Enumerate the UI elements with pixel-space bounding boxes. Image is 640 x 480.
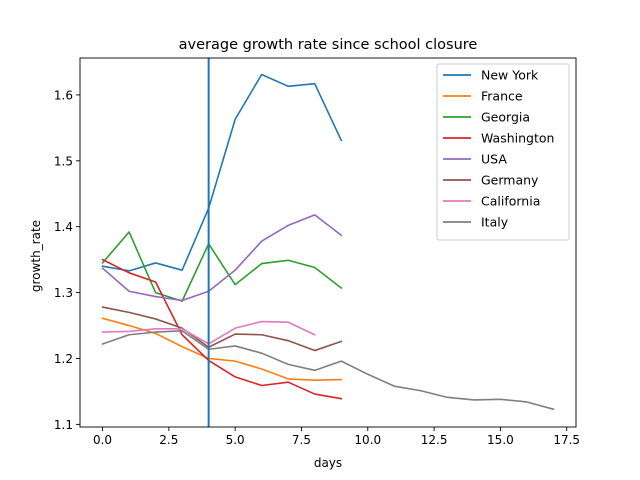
x-tick-label: 7.5 [292, 433, 311, 447]
series-line-2 [101, 231, 343, 302]
legend-label: New York [481, 68, 539, 83]
y-axis-label: growth_rate [29, 220, 43, 292]
axes-frame [79, 57, 577, 428]
legend-label: Georgia [481, 110, 530, 125]
y-tick-label: 1.2 [54, 352, 73, 366]
y-tick-label: 1.6 [54, 88, 73, 102]
x-tick-label: 12.5 [421, 433, 448, 447]
x-axis: 0.0 2.5 5.0 7.5 10.0 12.5 15.0 17.5 [93, 427, 580, 447]
legend-label: Washington [481, 131, 554, 146]
legend-box [436, 63, 570, 241]
legend-label: Italy [481, 215, 509, 230]
chart-title: average growth rate since school closure [179, 37, 478, 53]
y-tick-label: 1.5 [54, 154, 73, 168]
series-line-3 [101, 258, 343, 400]
legend-label: France [481, 89, 523, 104]
series-line-7 [101, 329, 555, 411]
x-axis-label: days [314, 456, 342, 470]
y-axis: 1.1 1.2 1.3 1.4 1.5 1.6 [54, 88, 80, 432]
legend: New York France Georgia Washington USA German… [436, 63, 570, 241]
series-line-4 [101, 214, 343, 302]
x-tick-label: 15.0 [487, 433, 514, 447]
series-line-0 [101, 73, 343, 272]
x-tick-label: 5.0 [226, 433, 245, 447]
legend-label: California [481, 194, 540, 209]
plot-area [79, 57, 577, 428]
x-tick-label: 0.0 [93, 433, 112, 447]
y-tick-label: 1.4 [54, 220, 73, 234]
x-tick-label: 10.0 [354, 433, 381, 447]
series-line-5 [101, 306, 343, 352]
x-tick-label: 2.5 [159, 433, 178, 447]
y-tick-label: 1.1 [54, 418, 73, 432]
x-tick-label: 17.5 [553, 433, 580, 447]
legend-label: Germany [481, 173, 539, 188]
legend-label: USA [481, 152, 507, 167]
y-tick-label: 1.3 [54, 286, 73, 300]
